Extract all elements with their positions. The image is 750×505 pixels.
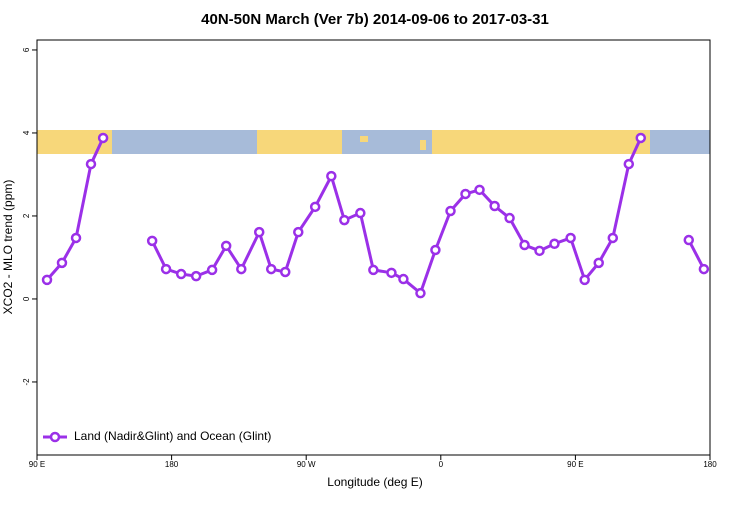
data-point (236, 263, 247, 275)
chart-title: 40N-50N March (Ver 7b) 2014-09-06 to 201… (201, 11, 549, 28)
data-point (339, 214, 350, 226)
data-point (489, 200, 500, 212)
plot-frame (36, 39, 711, 456)
data-point (504, 212, 515, 224)
data-point (386, 267, 397, 279)
data-point (220, 240, 232, 252)
y-axis-label: XCO2 - MLO trend (ppm) (1, 180, 15, 315)
x-tick-label: 90 E (29, 460, 45, 469)
y-tick-label: 0 (22, 296, 31, 301)
data-point (593, 257, 604, 269)
data-point (519, 239, 530, 251)
data-point (683, 234, 695, 246)
data-point (398, 273, 409, 285)
data-point (293, 226, 304, 238)
data-point (97, 132, 109, 144)
data-point (607, 232, 619, 244)
x-tick-label: 180 (703, 460, 717, 469)
data-point (56, 257, 68, 269)
data-point (474, 184, 485, 196)
ocean (342, 130, 432, 154)
data-point (549, 238, 560, 250)
x-tick-label: 90 E (567, 460, 583, 469)
series-line (687, 239, 706, 270)
data-point (253, 226, 265, 238)
data-point (445, 205, 456, 217)
data-point (698, 263, 710, 275)
series-line (45, 137, 105, 281)
series-line (150, 137, 643, 296)
data-point (70, 232, 82, 244)
legend (38, 426, 278, 448)
data-point (635, 132, 647, 144)
data-point (368, 264, 379, 276)
data-point (309, 201, 321, 213)
data-point (565, 232, 576, 244)
data-point (623, 158, 635, 170)
data-point (534, 245, 545, 257)
data-point (579, 274, 590, 286)
data-point (160, 263, 172, 275)
data-point (190, 270, 202, 282)
data-point (326, 170, 337, 182)
legend-marker (49, 431, 61, 443)
x-tick-label: 180 (165, 460, 179, 469)
y-tick-label: 4 (22, 130, 31, 135)
data-point (460, 188, 471, 200)
data-point (85, 158, 97, 170)
data-point (430, 244, 441, 256)
x-axis-label: Longitude (deg E) (327, 475, 422, 489)
data-point (41, 274, 53, 286)
data-point (415, 287, 426, 299)
ocean (650, 130, 710, 154)
data-point (265, 263, 277, 275)
data-point (175, 268, 187, 280)
island (420, 140, 426, 150)
ocean (112, 130, 257, 154)
y-tick-label: -2 (22, 378, 31, 386)
x-tick-label: 0 (439, 460, 444, 469)
y-tick-label: 2 (22, 213, 31, 218)
map-strip (37, 130, 710, 154)
data-point (355, 207, 366, 219)
x-tick-label: 90 W (297, 460, 316, 469)
data-point (206, 264, 218, 276)
island (360, 136, 368, 142)
data-point (280, 266, 291, 278)
legend-label: Land (Nadir&Glint) and Ocean (Glint) (74, 429, 271, 443)
y-tick-label: 6 (22, 47, 31, 52)
data-point (146, 235, 158, 247)
